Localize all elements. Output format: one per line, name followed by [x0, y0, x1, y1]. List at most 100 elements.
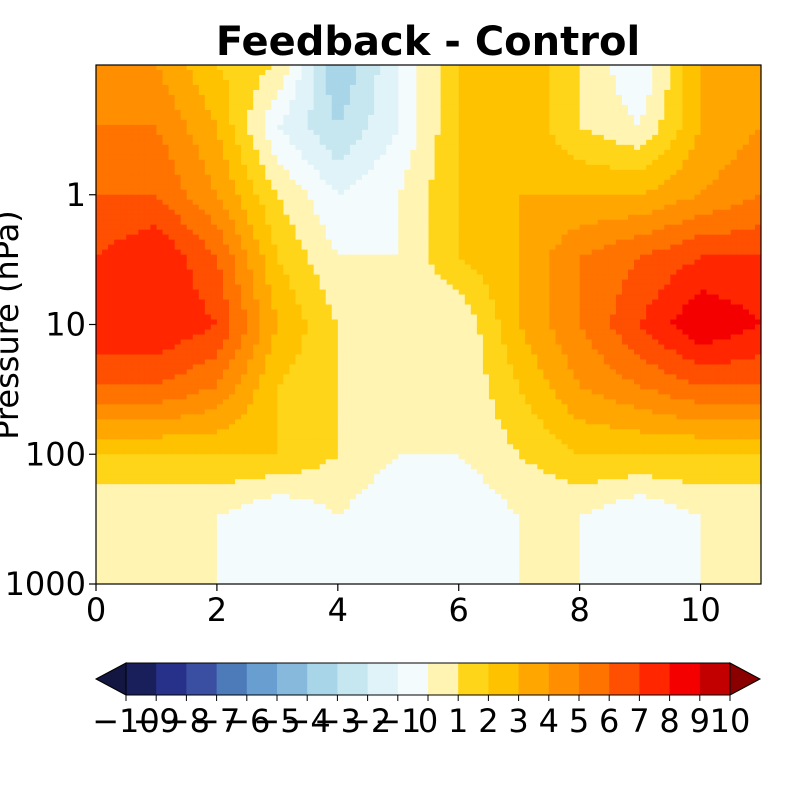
- heatmap-cell: [120, 159, 127, 166]
- heatmap-cell: [664, 209, 671, 216]
- heatmap-cell: [724, 184, 732, 191]
- heatmap-cell: [694, 114, 702, 121]
- heatmap-cell: [422, 249, 430, 256]
- heatmap-cell: [488, 65, 496, 71]
- heatmap-cell: [126, 179, 133, 186]
- heatmap-cell: [398, 204, 405, 211]
- heatmap-cell: [96, 254, 103, 261]
- heatmap-cell: [313, 89, 321, 96]
- heatmap-cell: [126, 89, 133, 96]
- heatmap-cell: [658, 144, 665, 151]
- heatmap-cell: [537, 149, 544, 156]
- heatmap-cell: [386, 65, 393, 71]
- heatmap-cell: [410, 159, 418, 166]
- heatmap-cell: [555, 109, 563, 116]
- heatmap-cell: [700, 154, 708, 161]
- heatmap-cell: [736, 65, 744, 71]
- heatmap-cell: [658, 89, 665, 96]
- heatmap-cell: [652, 144, 659, 151]
- heatmap-cell: [398, 244, 405, 251]
- heatmap-cell: [652, 169, 659, 176]
- heatmap-cell: [241, 114, 248, 121]
- heatmap-cell: [156, 129, 164, 136]
- heatmap-cell: [488, 209, 496, 216]
- heatmap-cell: [422, 114, 430, 121]
- heatmap-cell: [628, 139, 635, 146]
- heatmap-cell: [265, 244, 272, 251]
- heatmap-cell: [210, 204, 218, 211]
- heatmap-cell: [144, 65, 152, 71]
- heatmap-cell: [368, 119, 375, 126]
- heatmap-cell: [337, 99, 345, 106]
- heatmap-cell: [652, 249, 659, 256]
- heatmap-cell: [174, 139, 182, 146]
- heatmap-cell: [156, 254, 164, 261]
- heatmap-cell: [615, 259, 623, 266]
- heatmap-cell: [102, 274, 109, 281]
- heatmap-cell: [102, 174, 109, 181]
- heatmap-cell: [198, 69, 206, 76]
- heatmap-cell: [458, 269, 466, 276]
- heatmap-cell: [204, 194, 212, 201]
- heatmap-cell: [634, 269, 641, 276]
- heatmap-cell: [313, 174, 321, 181]
- heatmap-cell: [434, 114, 442, 121]
- heatmap-cell: [585, 104, 593, 111]
- heatmap-cell: [102, 249, 109, 256]
- heatmap-cell: [724, 74, 732, 81]
- heatmap-cell: [216, 74, 224, 81]
- heatmap-cell: [706, 204, 714, 211]
- heatmap-cell: [736, 234, 744, 241]
- heatmap-cell: [192, 119, 200, 126]
- heatmap-cell: [362, 69, 369, 76]
- heatmap-cell: [603, 169, 611, 176]
- heatmap-cell: [501, 139, 508, 146]
- heatmap-cell: [295, 204, 303, 211]
- heatmap-cell: [265, 119, 272, 126]
- heatmap-cell: [664, 194, 671, 201]
- heatmap-cell: [694, 229, 702, 236]
- heatmap-cell: [579, 259, 587, 266]
- heatmap-cell: [621, 169, 629, 176]
- heatmap-cell: [374, 204, 381, 211]
- heatmap-cell: [289, 159, 297, 166]
- heatmap-cell: [114, 154, 121, 161]
- heatmap-cell: [271, 174, 278, 181]
- heatmap-cell: [513, 134, 520, 141]
- heatmap-cell: [355, 154, 363, 161]
- heatmap-cell: [337, 179, 345, 186]
- heatmap-cell: [222, 65, 230, 71]
- heatmap-cell: [621, 179, 629, 186]
- heatmap-cell: [676, 139, 684, 146]
- heatmap-cell: [355, 79, 363, 86]
- heatmap-cell: [555, 219, 563, 226]
- heatmap-cell: [519, 164, 526, 171]
- heatmap-cell: [482, 134, 490, 141]
- heatmap-cell: [640, 94, 647, 101]
- heatmap-cell: [416, 144, 424, 151]
- heatmap-cell: [658, 259, 665, 266]
- heatmap-cell: [132, 94, 139, 101]
- heatmap-cell: [434, 84, 442, 91]
- heatmap-cell: [410, 164, 418, 171]
- heatmap-cell: [319, 269, 327, 276]
- heatmap-cell: [458, 184, 466, 191]
- heatmap-cell: [609, 94, 617, 101]
- heatmap-cell: [192, 99, 200, 106]
- heatmap-cell: [585, 284, 593, 291]
- heatmap-cell: [416, 65, 424, 71]
- heatmap-cell: [579, 279, 587, 286]
- heatmap-cell: [404, 129, 411, 136]
- heatmap-cell: [634, 169, 641, 176]
- heatmap-cell: [392, 164, 399, 171]
- heatmap-cell: [736, 239, 744, 246]
- heatmap-cell: [519, 254, 526, 261]
- heatmap-cell: [259, 99, 266, 106]
- heatmap-cell: [519, 65, 526, 71]
- heatmap-cell: [222, 69, 230, 76]
- heatmap-cell: [410, 69, 418, 76]
- heatmap-cell: [325, 139, 333, 146]
- heatmap-cell: [543, 259, 551, 266]
- heatmap-cell: [700, 104, 708, 111]
- heatmap-cell: [162, 264, 170, 271]
